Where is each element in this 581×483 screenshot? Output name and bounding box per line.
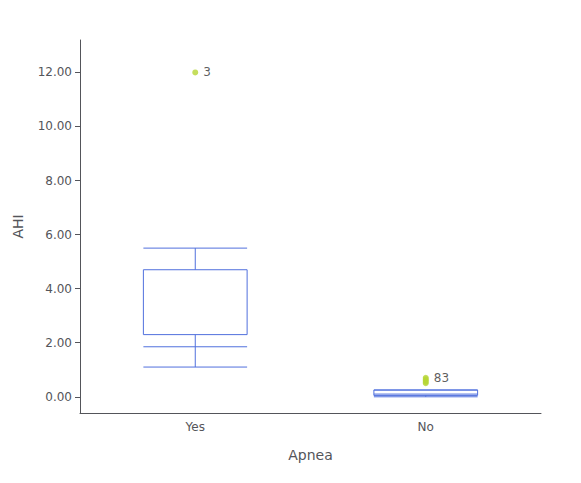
- svg-text:2.00: 2.00: [45, 336, 72, 350]
- svg-text:3: 3: [203, 65, 211, 79]
- svg-text:6.00: 6.00: [45, 228, 72, 242]
- svg-text:12.00: 12.00: [38, 65, 72, 79]
- svg-text:10.00: 10.00: [38, 119, 72, 133]
- svg-text:Apnea: Apnea: [288, 447, 333, 463]
- svg-text:Yes: Yes: [185, 420, 205, 434]
- svg-text:4.00: 4.00: [45, 282, 72, 296]
- svg-text:8.00: 8.00: [45, 174, 72, 188]
- svg-text:AHI: AHI: [10, 214, 26, 238]
- svg-text:83: 83: [434, 371, 449, 385]
- svg-text:0.00: 0.00: [45, 390, 72, 404]
- svg-text:No: No: [418, 420, 434, 434]
